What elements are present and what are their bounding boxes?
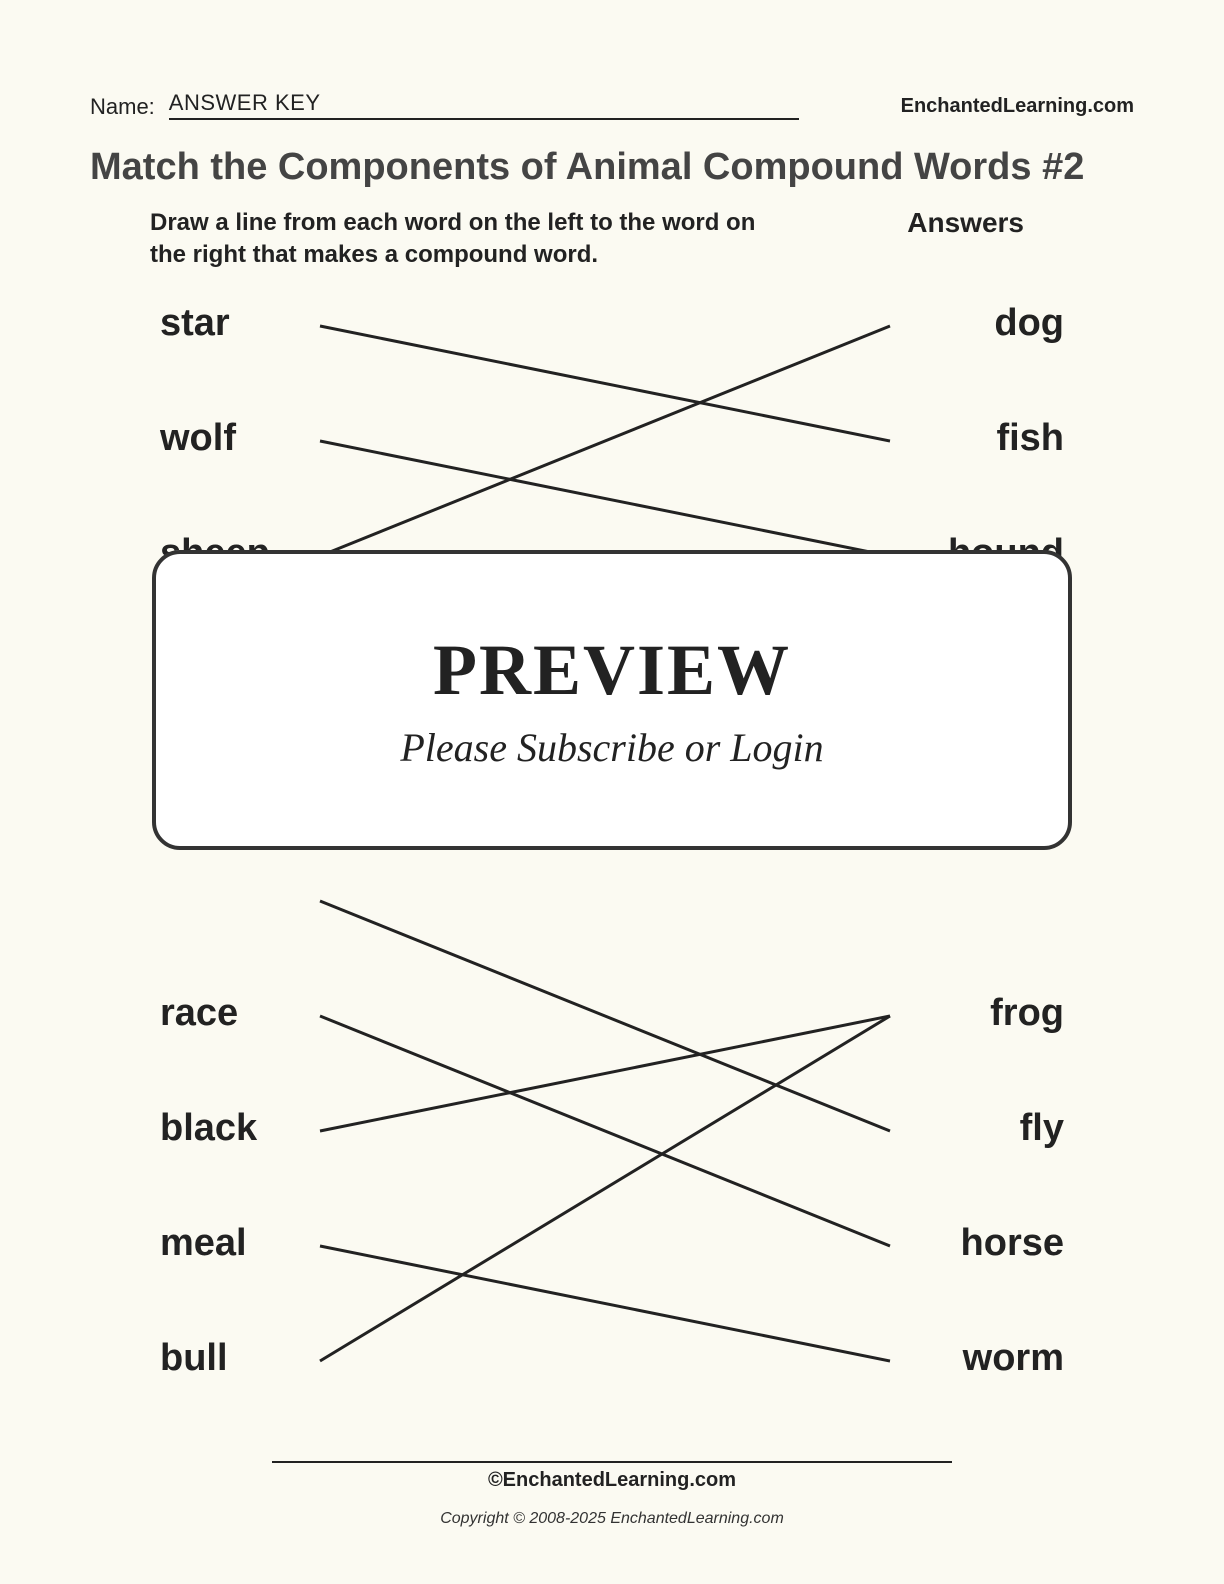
footer-copyright: Copyright © 2008-2025 EnchantedLearning.… — [0, 1510, 1224, 1528]
header-row: Name: ANSWER KEY EnchantedLearning.com — [90, 90, 1134, 120]
name-line: Name: ANSWER KEY — [90, 90, 799, 120]
left-word: black — [160, 1107, 257, 1150]
preview-subtitle: Please Subscribe or Login — [400, 724, 823, 771]
footer-brand: ©EnchantedLearning.com — [272, 1461, 952, 1492]
preview-overlay: PREVIEW Please Subscribe or Login — [152, 550, 1072, 850]
right-word: horse — [961, 1222, 1064, 1265]
left-word: star — [160, 302, 230, 345]
instruction-row: Draw a line from each word on the left t… — [90, 207, 1134, 272]
match-area: starwolfsheepraceblackmealbulldogfishhou… — [90, 282, 1134, 1442]
worksheet-page: Name: ANSWER KEY EnchantedLearning.com M… — [0, 0, 1224, 1584]
worksheet-title: Match the Components of Animal Compound … — [90, 146, 1134, 189]
answers-label: Answers — [907, 207, 1084, 272]
right-word: fly — [1020, 1107, 1064, 1150]
connection-lines — [90, 282, 1134, 1442]
right-word: worm — [963, 1337, 1064, 1380]
footer: ©EnchantedLearning.com Copyright © 2008-… — [0, 1461, 1224, 1528]
name-value: ANSWER KEY — [169, 90, 799, 120]
preview-title: PREVIEW — [433, 629, 791, 712]
instructions-text: Draw a line from each word on the left t… — [150, 207, 770, 272]
name-label: Name: — [90, 94, 155, 120]
left-word: meal — [160, 1222, 247, 1265]
left-word: wolf — [160, 417, 236, 460]
right-word: frog — [990, 992, 1064, 1035]
right-word: fish — [996, 417, 1064, 460]
left-word: race — [160, 992, 238, 1035]
right-word: dog — [994, 302, 1064, 345]
site-brand: EnchantedLearning.com — [901, 95, 1134, 120]
left-word: bull — [160, 1337, 228, 1380]
